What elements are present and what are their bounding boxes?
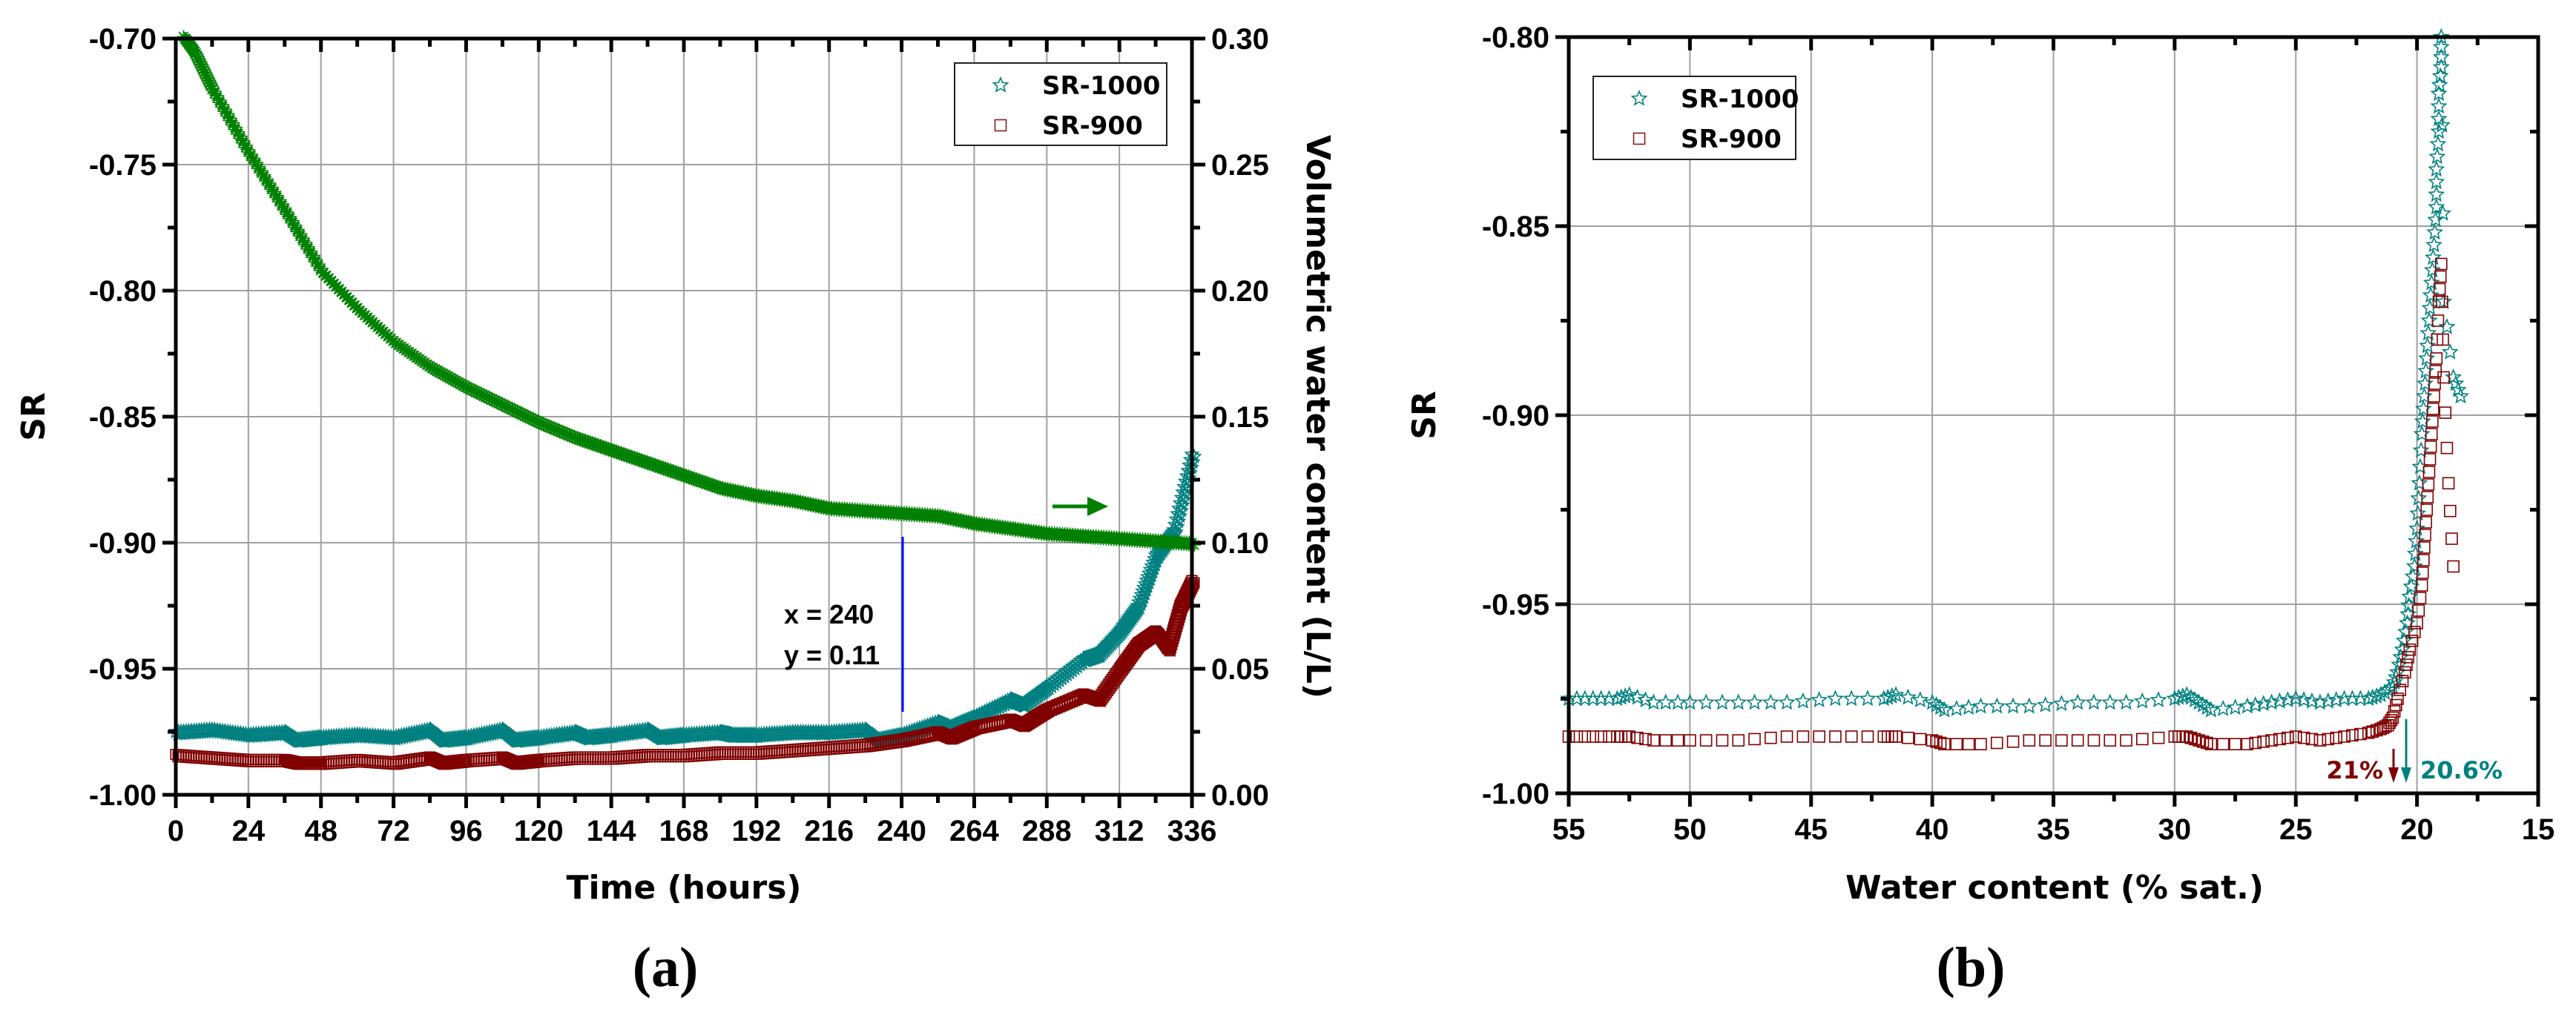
threshold-20-6-label: 20.6%: [2420, 756, 2503, 784]
y-tick-label: -0.85: [1482, 211, 1549, 243]
x-tick-label: 50: [1673, 813, 1707, 846]
right-y-tick-label: 0.00: [1211, 779, 1269, 812]
square-marker-icon: [1633, 132, 1646, 145]
x-tick-label: 40: [1916, 813, 1949, 846]
x-tick-label: 55: [1552, 813, 1586, 846]
y-tick-label: -1.00: [89, 779, 157, 812]
legend-label: SR-900: [1042, 111, 1143, 141]
x-tick-label: 30: [2158, 813, 2192, 846]
y-tick-label: -0.95: [89, 653, 157, 686]
series-sr-1000: [1560, 27, 2470, 718]
threshold-21-annotation: 21%: [2326, 749, 2399, 784]
panel-b-legend: SR-1000 SR-900: [1592, 76, 1799, 160]
series-sr-900: [170, 575, 1200, 770]
threshold-21-label: 21%: [2326, 756, 2383, 784]
x-tick-label: 120: [514, 815, 564, 847]
x-tick-label: 144: [587, 815, 636, 847]
panel-a-right-y-axis-title: Volumetric water content (L/L): [1299, 135, 1337, 698]
panel-b-x-axis-title: Water content (% sat.): [1845, 869, 2264, 907]
y-tick-label: -0.85: [89, 401, 157, 434]
x-tick-label: 312: [1095, 815, 1144, 847]
right-y-tick-label: 0.30: [1211, 23, 1269, 56]
right-y-tick-label: 0.05: [1211, 653, 1269, 686]
annotation-y-value: y = 0.11: [784, 640, 880, 670]
x-tick-label: 288: [1022, 815, 1072, 847]
panel-a-tick-labels: 0 24 48 72 96 120 144 168 192 216 240 264 288 312 336 -…: [89, 23, 1269, 847]
x-tick-label: 96: [449, 815, 483, 847]
x-tick-label: 48: [304, 815, 337, 847]
panel-a-gridlines: [176, 39, 1192, 795]
panel-b-sr-vs-water: 55 50 45 40 35 30 25 20 15 -1.00 -0.95 -0.90 -0.85 -0…: [1406, 22, 2554, 999]
x-tick-label: 336: [1167, 815, 1217, 847]
y-tick-label: -0.80: [89, 275, 157, 308]
right-y-tick-label: 0.10: [1211, 527, 1269, 560]
panel-b-caption: (b): [1937, 936, 2006, 999]
y-tick-label: -0.80: [1482, 22, 1549, 54]
y-tick-label: -0.70: [89, 23, 157, 56]
panel-b-data-series: [1560, 27, 2470, 751]
right-y-tick-label: 0.20: [1211, 275, 1269, 308]
x-tick-label: 264: [949, 815, 999, 847]
x-tick-label: 24: [232, 815, 266, 847]
series-sr-1000: [168, 446, 1202, 749]
panel-a-y-axis-title: SR: [15, 392, 53, 441]
panel-a-legend: SR-1000 SR-900: [954, 62, 1167, 146]
panel-b-axes: [1555, 35, 2540, 807]
square-marker-icon: [994, 119, 1007, 132]
panel-a-time-series: 0 24 48 72 96 120 144 168 192 216 240 264 288 312 336 -…: [15, 23, 1337, 999]
x-tick-label: 240: [877, 815, 926, 847]
right-y-tick-label: 0.25: [1211, 149, 1269, 182]
x-tick-label: 15: [2522, 813, 2555, 846]
panel-b-gridlines: [1569, 37, 2538, 793]
y-tick-label: -0.90: [1482, 400, 1549, 432]
right-axis-arrow-icon: [1053, 497, 1108, 516]
right-y-tick-label: 0.15: [1211, 401, 1269, 434]
y-tick-label: -0.75: [89, 149, 157, 182]
panel-b-y-axis-title: SR: [1406, 391, 1443, 440]
legend-label: SR-1000: [1042, 71, 1160, 101]
x-tick-label: 35: [2037, 813, 2070, 846]
x-tick-label: 25: [2279, 813, 2313, 846]
x-tick-label: 72: [377, 815, 410, 847]
annotation-x-value: x = 240: [784, 599, 874, 629]
panel-a-caption: (a): [633, 936, 699, 999]
x-tick-label: 0: [168, 815, 184, 847]
panel-b-tick-labels: 55 50 45 40 35 30 25 20 15 -1.00 -0.95 -0.90 -0.85 -0…: [1482, 22, 2554, 846]
y-tick-label: -0.90: [89, 527, 157, 560]
legend-label: SR-1000: [1681, 85, 1799, 114]
x-tick-label: 192: [731, 815, 781, 847]
panel-a-x-axis-title: Time (hours): [566, 869, 801, 907]
x-tick-label: 168: [659, 815, 709, 847]
x-tick-label: 45: [1795, 813, 1828, 846]
panel-a-axes: [162, 36, 1205, 808]
series-sr-900: [1562, 257, 2460, 751]
x-tick-label: 216: [804, 815, 854, 847]
legend-label: SR-900: [1681, 125, 1782, 154]
y-tick-label: -1.00: [1482, 778, 1549, 810]
panel-a-data-series: [168, 30, 1202, 770]
star-marker-icon: [992, 76, 1009, 93]
threshold-20-6-annotation: 20.6%: [2401, 719, 2503, 784]
y-tick-label: -0.95: [1482, 589, 1549, 621]
series-volumetric-water-content: [177, 30, 1201, 552]
x-tick-label: 20: [2400, 813, 2434, 846]
star-marker-icon: [1630, 89, 1648, 106]
